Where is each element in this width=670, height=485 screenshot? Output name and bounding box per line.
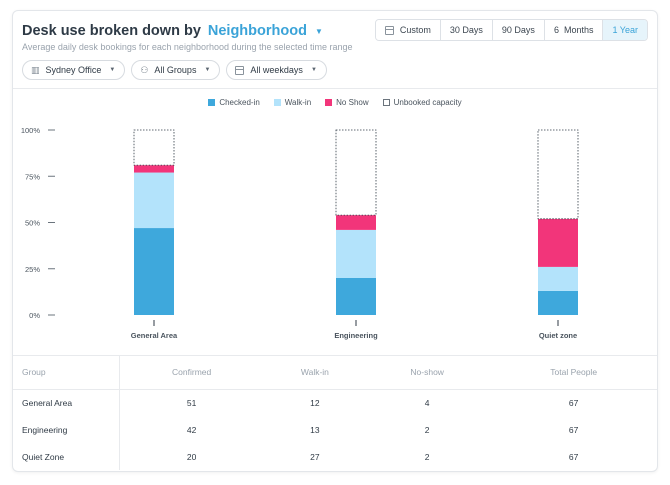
groups-filter-label: All Groups bbox=[154, 65, 197, 75]
chevron-down-icon: ▼ bbox=[314, 26, 323, 36]
legend-swatch bbox=[382, 99, 390, 106]
bar-segment-checked-in bbox=[336, 278, 376, 315]
cell-confirmed: 51 bbox=[186, 397, 197, 408]
range-90-days-button[interactable]: 90 Days bbox=[491, 20, 544, 40]
legend-label: Unbooked capacity bbox=[393, 98, 462, 107]
range-label: 1 Year bbox=[612, 25, 638, 35]
bar-segment-checked-in bbox=[538, 290, 578, 315]
page-subtitle: Average daily desk bookings for each nei… bbox=[22, 42, 353, 52]
column-header-no-show: No-show bbox=[366, 356, 489, 390]
people-icon: ⚇ bbox=[140, 64, 149, 75]
range-label: 6 Months bbox=[553, 25, 594, 35]
legend-label: Walk-in bbox=[284, 98, 312, 107]
y-tick-label: 75% bbox=[25, 172, 40, 181]
office-filter-label: Sydney Office bbox=[45, 65, 102, 75]
desk-use-card: Desk use broken down by Neighborhood ▼ A… bbox=[12, 10, 658, 472]
column-header-walk-in: Walk-in bbox=[263, 356, 367, 390]
table-row: General Area 51 12 4 67 bbox=[13, 389, 657, 416]
cell-group: Engineering bbox=[13, 416, 120, 443]
range-label: 30 Days bbox=[449, 25, 483, 35]
cell-group: Quiet Zone bbox=[13, 443, 120, 470]
bar-segment-no-show bbox=[336, 215, 376, 230]
x-tick-label: General Area bbox=[131, 331, 178, 340]
legend-swatch bbox=[325, 99, 333, 106]
time-range-selector: Custom 30 Days 90 Days 6 Months 1 Year bbox=[374, 19, 648, 41]
legend-item-no-show: No Show bbox=[325, 98, 369, 107]
stacked-bar-chart: 0% 25% 50% 75% 100% General Area Engineering Qu… bbox=[21, 126, 579, 340]
range-label: Custom bbox=[399, 25, 431, 35]
summary-table: Group Confirmed Walk-in No-show Total Pe… bbox=[13, 355, 657, 470]
bar-segment-walk-in bbox=[538, 266, 578, 291]
range-6-months-button[interactable]: 6 Months bbox=[543, 20, 603, 40]
legend-item-walk-in: Walk-in bbox=[273, 98, 312, 107]
weekdays-filter[interactable]: All weekdays ▼ bbox=[226, 60, 327, 80]
table-row: Engineering 42 13 2 67 bbox=[13, 416, 657, 443]
bar-segment-unbooked-capacity bbox=[335, 129, 377, 216]
cell-no-show: 2 bbox=[424, 451, 430, 462]
cell-no-show: 4 bbox=[424, 397, 430, 408]
y-tick-label: 25% bbox=[25, 265, 40, 274]
cell-group: General Area bbox=[13, 389, 120, 416]
range-1-year-button[interactable]: 1 Year bbox=[602, 20, 647, 40]
bar-segment-walk-in bbox=[336, 229, 376, 278]
chart-legend: Checked-in Walk-in No Show Unbooked capa… bbox=[13, 98, 657, 107]
legend-item-unbooked: Unbooked capacity bbox=[382, 98, 462, 107]
column-header-group: Group bbox=[13, 356, 120, 390]
bar-segment-no-show bbox=[134, 165, 174, 173]
title-row: Desk use broken down by Neighborhood ▼ bbox=[22, 23, 323, 39]
column-header-confirmed: Confirmed bbox=[119, 356, 264, 390]
cell-walk-in: 27 bbox=[310, 451, 320, 462]
divider bbox=[13, 88, 657, 89]
office-filter[interactable]: ▥ Sydney Office ▼ bbox=[22, 60, 126, 80]
group-by-dropdown[interactable]: Neighborhood ▼ bbox=[208, 23, 323, 39]
cell-confirmed: 42 bbox=[186, 424, 197, 435]
calendar-icon bbox=[384, 25, 394, 35]
chevron-down-icon: ▼ bbox=[109, 67, 116, 73]
y-tick-label: 100% bbox=[21, 126, 41, 135]
legend-label: No Show bbox=[336, 98, 369, 107]
legend-label: Checked-in bbox=[219, 98, 260, 107]
cell-walk-in: 13 bbox=[310, 424, 320, 435]
chevron-down-icon: ▼ bbox=[204, 67, 211, 73]
group-by-value: Neighborhood bbox=[207, 23, 307, 39]
range-label: 90 Days bbox=[501, 25, 535, 35]
bar-segment-walk-in bbox=[134, 172, 174, 229]
calendar-icon bbox=[235, 65, 245, 75]
range-30-days-button[interactable]: 30 Days bbox=[439, 20, 492, 40]
x-tick-label: Engineering bbox=[334, 331, 378, 340]
building-icon: ▥ bbox=[31, 64, 40, 75]
cell-total-people: 67 bbox=[568, 451, 579, 462]
table-header-row: Group Confirmed Walk-in No-show Total Pe… bbox=[13, 356, 657, 390]
cell-total-people: 67 bbox=[568, 424, 579, 435]
table-row: Quiet Zone 20 27 2 67 bbox=[13, 443, 657, 470]
bar-segment-checked-in bbox=[134, 228, 174, 315]
x-tick-label: Quiet zone bbox=[539, 331, 577, 340]
cell-total-people: 67 bbox=[568, 397, 579, 408]
bar-segment-no-show bbox=[538, 218, 578, 267]
cell-confirmed: 20 bbox=[186, 451, 197, 462]
column-header-total-people: Total People bbox=[488, 356, 657, 390]
range-custom-button[interactable]: Custom bbox=[375, 20, 440, 40]
cell-no-show: 2 bbox=[424, 424, 430, 435]
page-title: Desk use broken down by bbox=[22, 23, 201, 39]
groups-filter[interactable]: ⚇ All Groups ▼ bbox=[131, 60, 221, 80]
legend-item-checked-in: Checked-in bbox=[208, 98, 260, 107]
filter-bar: ▥ Sydney Office ▼ ⚇ All Groups ▼ All wee… bbox=[22, 60, 327, 80]
weekdays-filter-label: All weekdays bbox=[250, 65, 303, 75]
y-tick-label: 50% bbox=[25, 219, 40, 228]
legend-swatch bbox=[208, 99, 216, 106]
bar-segment-unbooked-capacity bbox=[537, 129, 579, 220]
bar-segment-unbooked-capacity bbox=[133, 129, 175, 166]
cell-walk-in: 12 bbox=[310, 397, 320, 408]
y-tick-label: 0% bbox=[29, 311, 40, 320]
chevron-down-icon: ▼ bbox=[310, 67, 317, 73]
legend-swatch bbox=[273, 99, 281, 106]
